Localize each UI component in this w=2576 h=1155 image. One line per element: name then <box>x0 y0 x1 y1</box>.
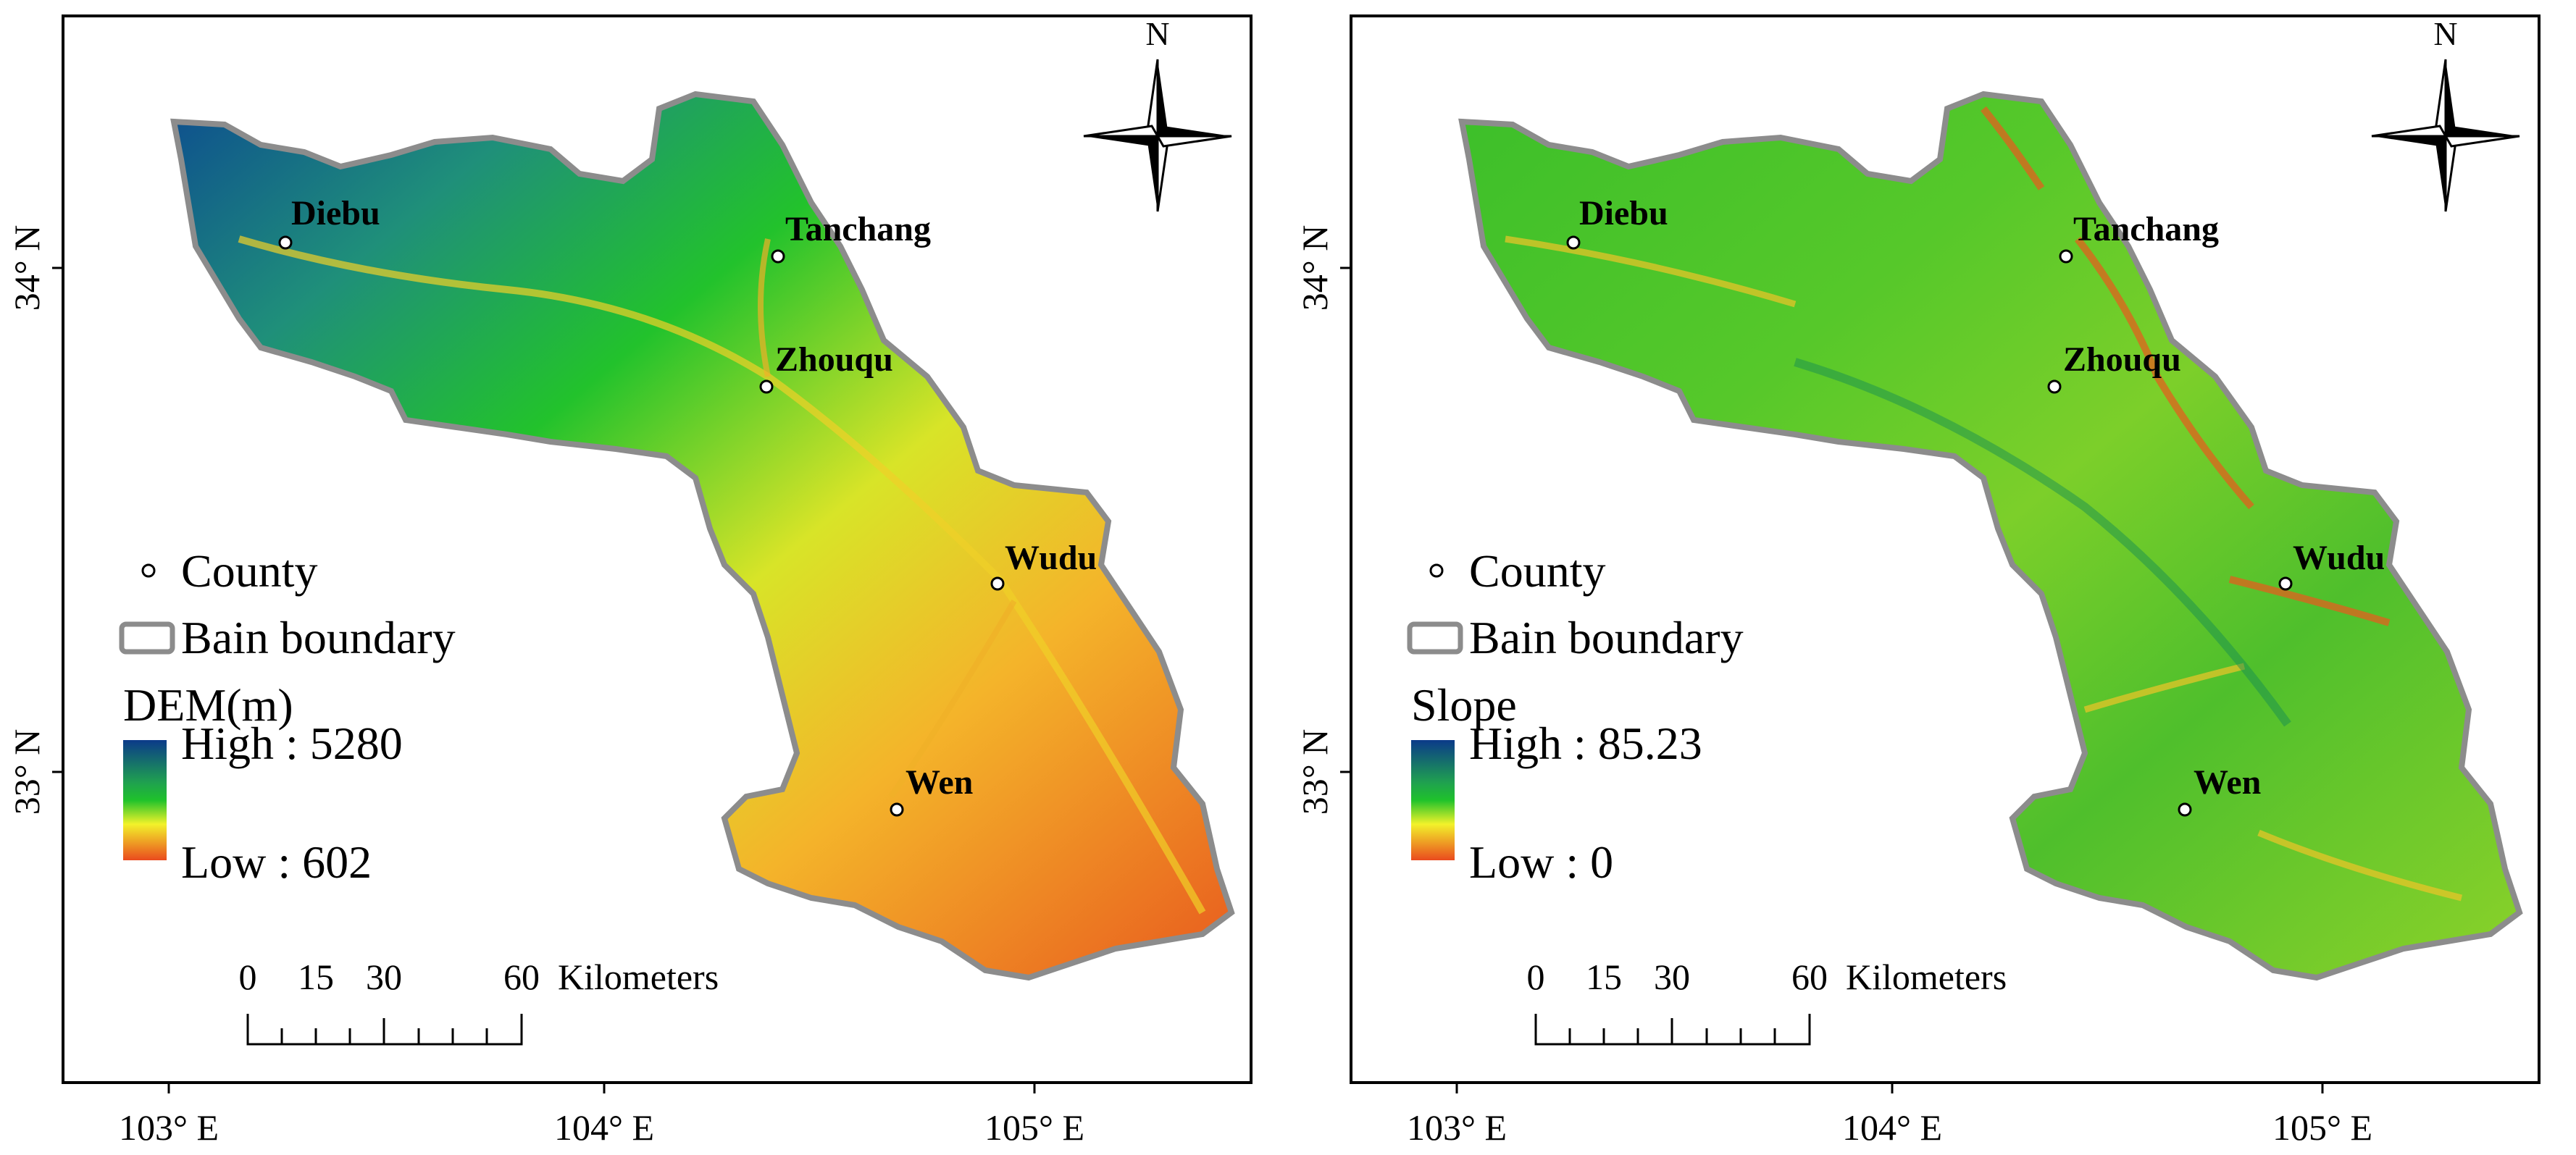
county-marker <box>759 379 774 394</box>
county-marker <box>890 802 904 817</box>
county-legend-marker <box>1429 563 1444 578</box>
slope-map-panel: Diebu Tanchang Zhouqu Wudu Wen N County … <box>1288 0 2576 1155</box>
legend-boundary-label: Bain boundary <box>1469 612 1744 663</box>
y-tick-label: 33° N <box>1295 729 1335 815</box>
x-tick-label: 103° E <box>1407 1107 1507 1148</box>
county-label: Wudu <box>2293 539 2385 577</box>
scale-tick-30: 30 <box>1654 957 1690 997</box>
county-marker <box>2059 249 2073 264</box>
moderate-slope-zone <box>1505 235 2463 902</box>
boundary-legend-swatch <box>119 621 175 655</box>
county-marker <box>1566 235 1581 250</box>
county-label: Zhouqu <box>775 340 893 379</box>
scale-bar: 0 15 30 60 Kilometers <box>239 957 719 1046</box>
county-wudu: Wudu <box>2278 539 2385 591</box>
county-label: Wudu <box>1005 539 1097 577</box>
county-marker <box>278 235 293 250</box>
county-wen: Wen <box>890 763 973 817</box>
steep-slope-zone <box>1981 106 2391 626</box>
y-tick-label: 34° N <box>1295 225 1335 311</box>
county-zhouqu: Zhouqu <box>2047 340 2181 394</box>
county-label: Wen <box>2194 763 2261 802</box>
y-tick-label: 33° N <box>7 729 47 815</box>
legend-high-label: High : 85.23 <box>1469 718 1702 769</box>
main-river-valley <box>238 235 1206 915</box>
dem-map-panel: Diebu Tanchang Zhouqu Wudu Wen N County … <box>7 14 1253 1148</box>
low-slope-zone <box>1794 358 2291 727</box>
scale-unit: Kilometers <box>558 957 719 997</box>
map-legend: County Bain boundary Slope High : 85.23 … <box>1407 545 1744 888</box>
scale-tick-15: 15 <box>298 957 334 997</box>
county-label: Wen <box>906 763 973 802</box>
north-arrow-icon: N <box>1083 15 1232 212</box>
dem-map-figure: Diebu Tanchang Zhouqu Wudu Wen N County … <box>7 14 1253 1148</box>
county-marker <box>2278 576 2293 591</box>
legend-low-label: Low : 602 <box>181 836 372 888</box>
legend-high-label: High : 5280 <box>181 718 403 769</box>
north-arrow-icon: N <box>2371 15 2520 212</box>
county-tanchang: Tanchang <box>771 210 931 264</box>
axis-ticks <box>1340 266 2324 1093</box>
x-tick-label: 105° E <box>2272 1107 2372 1148</box>
county-label: Zhouqu <box>2063 340 2181 379</box>
legend-boundary-label: Bain boundary <box>181 612 456 663</box>
county-label: Tanchang <box>2073 210 2219 248</box>
map-legend: County Bain boundary DEM(m) High : 5280 … <box>119 545 456 888</box>
slope-map-figure: Diebu Tanchang Zhouqu Wudu Wen N County … <box>1295 14 2541 1148</box>
color-ramp <box>123 740 167 860</box>
basin-dem-raster <box>170 91 1235 981</box>
county-wudu: Wudu <box>990 539 1097 591</box>
x-tick-label: 103° E <box>119 1107 219 1148</box>
legend-ramp-title: Slope <box>1411 679 1517 731</box>
county-zhouqu: Zhouqu <box>759 340 893 394</box>
scale-tick-30: 30 <box>366 957 402 997</box>
legend-low-label: Low : 0 <box>1469 836 1613 888</box>
scale-tick-0: 0 <box>1527 957 1545 997</box>
county-marker <box>771 249 785 264</box>
basin-slope-raster <box>1458 91 2523 981</box>
scale-tick-60: 60 <box>503 957 540 997</box>
north-label: N <box>1145 15 1169 52</box>
axis-ticks <box>52 266 1036 1093</box>
legend-ramp-title: DEM(m) <box>123 679 293 731</box>
north-label: N <box>2433 15 2457 52</box>
tributary-valley <box>758 238 1017 799</box>
county-wen: Wen <box>2178 763 2261 817</box>
county-diebu: Diebu <box>1566 194 1668 250</box>
scale-unit: Kilometers <box>1846 957 2007 997</box>
county-tanchang: Tanchang <box>2059 210 2219 264</box>
legend-county-label: County <box>181 545 317 597</box>
x-tick-label: 105° E <box>984 1107 1084 1148</box>
scale-tick-15: 15 <box>1586 957 1622 997</box>
legend-county-label: County <box>1469 545 1605 597</box>
x-tick-label: 104° E <box>1842 1107 1942 1148</box>
x-tick-label: 104° E <box>554 1107 654 1148</box>
county-marker <box>2178 802 2192 817</box>
county-label: Tanchang <box>785 210 931 248</box>
scale-tick-60: 60 <box>1791 957 1828 997</box>
county-diebu: Diebu <box>278 194 380 250</box>
county-label: Diebu <box>1579 194 1668 232</box>
county-legend-marker <box>141 563 156 578</box>
y-tick-label: 34° N <box>7 225 47 311</box>
county-marker <box>990 576 1005 591</box>
scale-bar: 0 15 30 60 Kilometers <box>1527 957 2007 1046</box>
color-ramp <box>1411 740 1455 860</box>
county-marker <box>2047 379 2062 394</box>
boundary-legend-swatch <box>1407 621 1463 655</box>
scale-tick-0: 0 <box>239 957 257 997</box>
county-label: Diebu <box>291 194 380 232</box>
